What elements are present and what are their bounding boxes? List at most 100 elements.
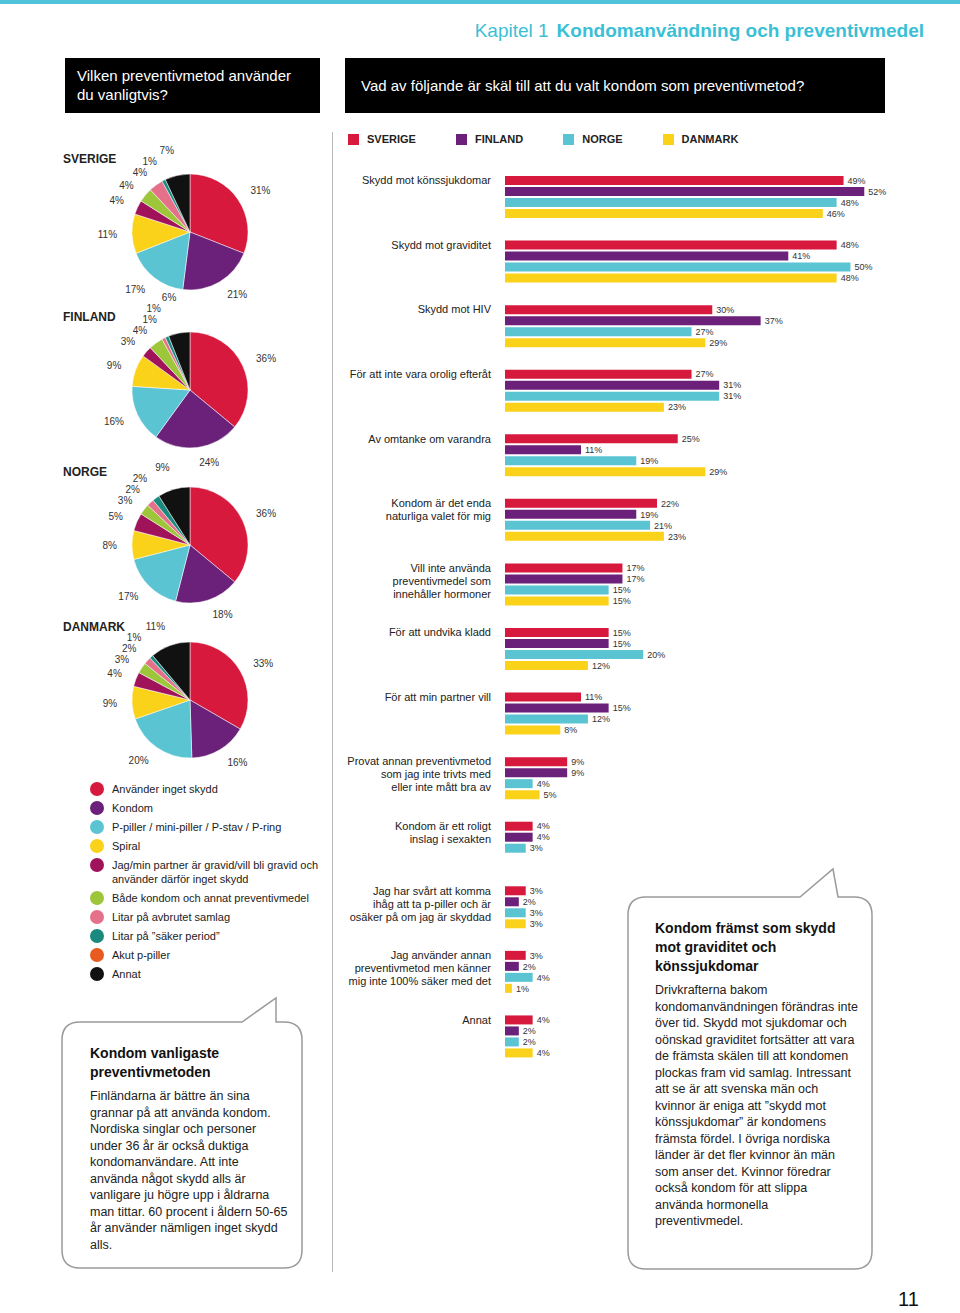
svg-text:2%: 2% — [133, 473, 148, 484]
svg-text:19%: 19% — [640, 510, 658, 520]
svg-text:22%: 22% — [661, 499, 679, 509]
svg-text:Jag använder annanpreventivmet: Jag använder annanpreventivmetod men kän… — [349, 949, 492, 987]
svg-text:15%: 15% — [613, 585, 631, 595]
svg-text:52%: 52% — [868, 187, 886, 197]
svg-text:2%: 2% — [523, 897, 536, 907]
svg-text:46%: 46% — [827, 209, 845, 219]
svg-text:11%: 11% — [585, 692, 602, 702]
svg-text:3%: 3% — [530, 908, 543, 918]
svg-text:Provat annan preventivmetodsom: Provat annan preventivmetodsom jag inte … — [347, 755, 491, 793]
svg-text:5%: 5% — [109, 511, 124, 522]
svg-text:3%: 3% — [530, 843, 543, 853]
svg-text:1%: 1% — [516, 984, 529, 994]
svg-text:31%: 31% — [723, 391, 741, 401]
svg-text:4%: 4% — [537, 1015, 550, 1025]
svg-text:15%: 15% — [613, 639, 631, 649]
svg-text:1%: 1% — [127, 632, 142, 643]
svg-text:6%: 6% — [162, 292, 177, 303]
svg-text:24%: 24% — [199, 457, 219, 468]
svg-text:8%: 8% — [103, 540, 118, 551]
svg-text:För att inte vara orolig efter: För att inte vara orolig efteråt — [350, 368, 491, 380]
svg-text:17%: 17% — [626, 574, 644, 584]
svg-text:11%: 11% — [585, 445, 602, 455]
svg-text:9%: 9% — [155, 462, 170, 473]
svg-text:Kondom är ett roligtinslag i s: Kondom är ett roligtinslag i sexakten — [395, 820, 491, 845]
svg-text:8%: 8% — [564, 725, 577, 735]
svg-text:2%: 2% — [122, 643, 137, 654]
svg-text:4%: 4% — [109, 195, 124, 206]
svg-text:4%: 4% — [537, 832, 550, 842]
svg-text:1%: 1% — [142, 156, 157, 167]
svg-text:4%: 4% — [537, 779, 550, 789]
svg-text:4%: 4% — [133, 167, 148, 178]
svg-text:2%: 2% — [523, 1037, 536, 1047]
svg-text:9%: 9% — [571, 768, 584, 778]
svg-text:36%: 36% — [256, 353, 276, 364]
svg-text:20%: 20% — [129, 755, 149, 766]
svg-text:9%: 9% — [103, 698, 118, 709]
svg-text:29%: 29% — [709, 467, 727, 477]
svg-text:3%: 3% — [530, 919, 543, 929]
svg-text:9%: 9% — [107, 360, 122, 371]
svg-text:4%: 4% — [537, 973, 550, 983]
svg-text:29%: 29% — [709, 338, 727, 348]
svg-text:3%: 3% — [530, 951, 543, 961]
svg-text:31%: 31% — [250, 185, 270, 196]
svg-text:27%: 27% — [696, 369, 714, 379]
svg-text:2%: 2% — [523, 962, 536, 972]
svg-text:4%: 4% — [537, 1048, 550, 1058]
svg-text:Vill inte användapreventivmede: Vill inte användapreventivmedel sominneh… — [393, 562, 492, 600]
svg-text:50%: 50% — [854, 262, 872, 272]
svg-text:1%: 1% — [142, 314, 157, 325]
svg-text:5%: 5% — [544, 790, 557, 800]
svg-text:49%: 49% — [848, 176, 866, 186]
svg-text:41%: 41% — [792, 251, 810, 261]
svg-text:1%: 1% — [147, 303, 162, 314]
svg-text:21%: 21% — [227, 289, 247, 300]
svg-text:Av omtanke om varandra: Av omtanke om varandra — [368, 433, 492, 445]
svg-text:11%: 11% — [146, 621, 165, 632]
svg-text:11%: 11% — [98, 229, 117, 240]
svg-text:31%: 31% — [723, 380, 741, 390]
svg-text:20%: 20% — [647, 650, 665, 660]
svg-text:16%: 16% — [227, 757, 247, 768]
svg-text:4%: 4% — [119, 180, 134, 191]
svg-text:För att min partner vill: För att min partner vill — [385, 691, 491, 703]
svg-text:17%: 17% — [118, 591, 138, 602]
svg-text:23%: 23% — [668, 402, 686, 412]
svg-text:4%: 4% — [107, 668, 122, 679]
svg-text:16%: 16% — [104, 416, 124, 427]
svg-text:3%: 3% — [118, 495, 133, 506]
svg-text:7%: 7% — [160, 145, 175, 156]
svg-text:3%: 3% — [121, 336, 136, 347]
svg-text:2%: 2% — [126, 484, 141, 495]
svg-text:17%: 17% — [125, 284, 145, 295]
svg-text:27%: 27% — [696, 327, 714, 337]
svg-text:15%: 15% — [613, 703, 631, 713]
svg-text:18%: 18% — [213, 609, 233, 620]
svg-text:Skydd mot graviditet: Skydd mot graviditet — [391, 239, 491, 251]
svg-text:4%: 4% — [133, 325, 148, 336]
svg-text:3%: 3% — [530, 886, 543, 896]
svg-text:12%: 12% — [592, 661, 610, 671]
svg-text:33%: 33% — [253, 658, 273, 669]
svg-text:4%: 4% — [537, 821, 550, 831]
svg-text:37%: 37% — [765, 316, 783, 326]
svg-text:48%: 48% — [841, 240, 859, 250]
svg-text:12%: 12% — [592, 714, 610, 724]
svg-text:Skydd mot könssjukdomar: Skydd mot könssjukdomar — [362, 174, 491, 186]
svg-text:36%: 36% — [256, 508, 276, 519]
svg-text:Skydd mot HIV: Skydd mot HIV — [418, 303, 492, 315]
svg-text:Jag har svårt att kommaihåg at: Jag har svårt att kommaihåg att ta p-pil… — [350, 885, 492, 923]
svg-text:21%: 21% — [654, 521, 672, 531]
svg-text:25%: 25% — [682, 434, 700, 444]
svg-text:15%: 15% — [613, 628, 631, 638]
svg-text:48%: 48% — [841, 198, 859, 208]
svg-text:17%: 17% — [626, 563, 644, 573]
svg-text:3%: 3% — [115, 654, 130, 665]
svg-text:48%: 48% — [841, 273, 859, 283]
svg-text:15%: 15% — [613, 596, 631, 606]
svg-text:För att undvika kladd: För att undvika kladd — [389, 626, 491, 638]
svg-text:Annat: Annat — [462, 1014, 491, 1026]
svg-text:19%: 19% — [640, 456, 658, 466]
